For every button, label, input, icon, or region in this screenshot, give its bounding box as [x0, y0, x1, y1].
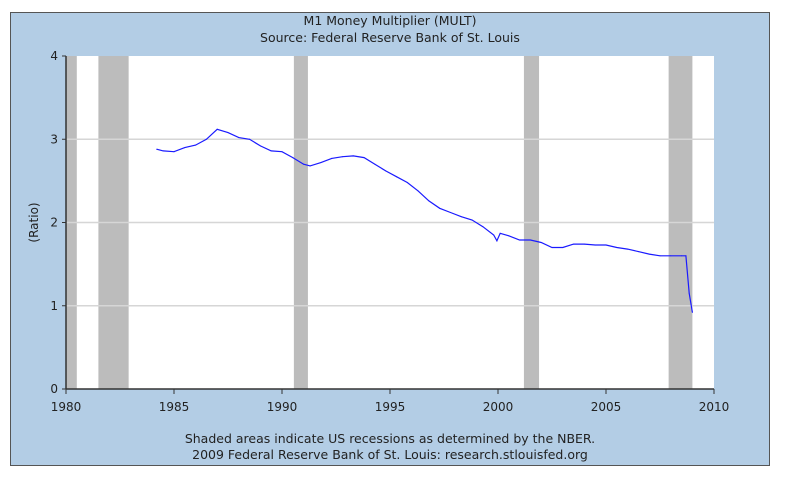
data-point	[493, 234, 495, 236]
data-point	[249, 138, 251, 140]
y-tick-label: 1	[50, 299, 58, 313]
x-tick-label: 2000	[483, 400, 514, 414]
data-point	[627, 248, 629, 250]
x-tick-label: 1985	[159, 400, 190, 414]
data-point	[320, 162, 322, 164]
data-point	[385, 170, 387, 172]
data-point	[417, 190, 419, 192]
chart-title: M1 Money Multiplier (MULT)	[303, 13, 477, 28]
data-point	[162, 150, 164, 152]
data-point	[303, 163, 305, 165]
data-point	[216, 128, 218, 130]
data-point	[508, 235, 510, 237]
data-point	[341, 156, 343, 158]
y-tick-label: 0	[50, 382, 58, 396]
data-point	[259, 145, 261, 147]
data-point	[195, 144, 197, 146]
data-point	[691, 311, 693, 313]
data-point	[238, 137, 240, 139]
data-point	[406, 182, 408, 184]
x-tick-label: 1980	[51, 400, 82, 414]
data-point	[460, 216, 462, 218]
data-point	[573, 243, 575, 245]
data-point	[616, 246, 618, 248]
data-point	[670, 255, 672, 257]
data-point	[156, 148, 158, 150]
data-point	[648, 253, 650, 255]
data-point	[395, 176, 397, 178]
data-point	[562, 246, 564, 248]
data-point	[331, 157, 333, 159]
data-point	[659, 255, 661, 257]
data-point	[363, 157, 365, 159]
chart-subtitle: Source: Federal Reserve Bank of St. Loui…	[260, 30, 520, 45]
data-point	[227, 132, 229, 134]
data-point	[439, 207, 441, 209]
data-point	[496, 240, 498, 242]
data-point	[449, 212, 451, 214]
data-point	[551, 246, 553, 248]
y-tick-label: 3	[50, 132, 58, 146]
data-point	[688, 292, 690, 294]
data-point	[270, 150, 272, 152]
x-tick-label: 2005	[591, 400, 622, 414]
copyright-note: 2009 Federal Reserve Bank of St. Louis: …	[192, 447, 588, 462]
data-point	[374, 163, 376, 165]
y-tick-label: 2	[50, 216, 58, 230]
x-tick-label: 1995	[375, 400, 406, 414]
data-point	[173, 151, 175, 153]
data-point	[309, 165, 311, 167]
x-tick-label: 2010	[699, 400, 730, 414]
data-point	[292, 157, 294, 159]
data-point	[471, 219, 473, 221]
data-point	[529, 239, 531, 241]
data-point	[685, 255, 687, 257]
data-point	[184, 147, 186, 149]
data-point	[637, 251, 639, 253]
x-tick-label: 1990	[267, 400, 298, 414]
data-point	[540, 241, 542, 243]
data-point	[583, 243, 585, 245]
data-point	[594, 244, 596, 246]
data-point	[482, 226, 484, 228]
data-point	[281, 151, 283, 153]
data-point	[681, 255, 683, 257]
data-point	[428, 200, 430, 202]
data-point	[352, 155, 354, 157]
y-tick-label: 4	[50, 49, 58, 63]
data-point	[499, 232, 501, 234]
data-point	[519, 239, 521, 241]
y-axis-label: (Ratio)	[27, 202, 41, 242]
data-point	[205, 138, 207, 140]
recession-note: Shaded areas indicate US recessions as d…	[184, 431, 596, 446]
data-point	[605, 244, 607, 246]
